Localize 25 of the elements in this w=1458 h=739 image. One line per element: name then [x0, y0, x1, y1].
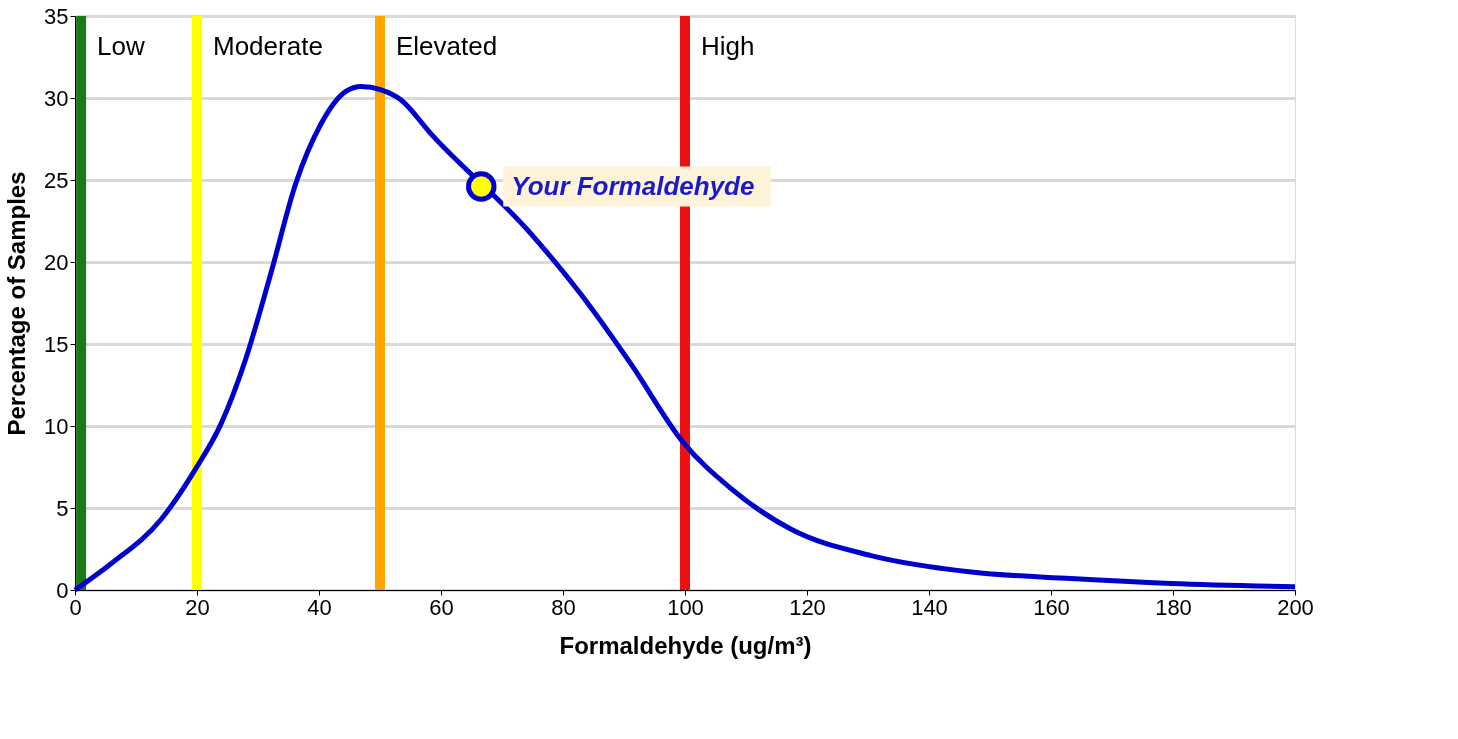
ref-line-label: Moderate	[213, 31, 323, 61]
x-tick-label: 100	[667, 594, 704, 620]
y-tick-label: 30	[44, 85, 69, 111]
y-tick-label: 0	[56, 577, 69, 603]
x-tick-label: 60	[429, 594, 454, 620]
x-tick-label: 180	[1155, 594, 1192, 620]
y-tick-label: 10	[44, 413, 69, 439]
x-tick-label: 120	[789, 594, 826, 620]
ref-line-label: Low	[97, 31, 146, 61]
x-tick-label: 200	[1277, 594, 1314, 620]
y-tick-label: 35	[44, 3, 69, 29]
ref-line-label: Elevated	[396, 31, 498, 61]
x-tick-label: 140	[911, 594, 948, 620]
y-tick-label: 5	[56, 495, 69, 521]
x-axis-title: Formaldehyde (ug/m³)	[559, 631, 812, 659]
x-tick-label: 20	[185, 594, 210, 620]
x-tick-label: 40	[307, 594, 332, 620]
x-tick-label: 160	[1033, 594, 1070, 620]
y-tick-label: 25	[44, 167, 69, 193]
x-tick-label: 80	[551, 594, 576, 620]
y-tick-label: 20	[44, 249, 69, 275]
annotation: Your Formaldehyde	[511, 170, 755, 201]
y-axis-title: Percentage of Samples	[3, 171, 31, 436]
ref-line-label: High	[701, 31, 755, 61]
y-tick-label: 15	[44, 331, 69, 357]
